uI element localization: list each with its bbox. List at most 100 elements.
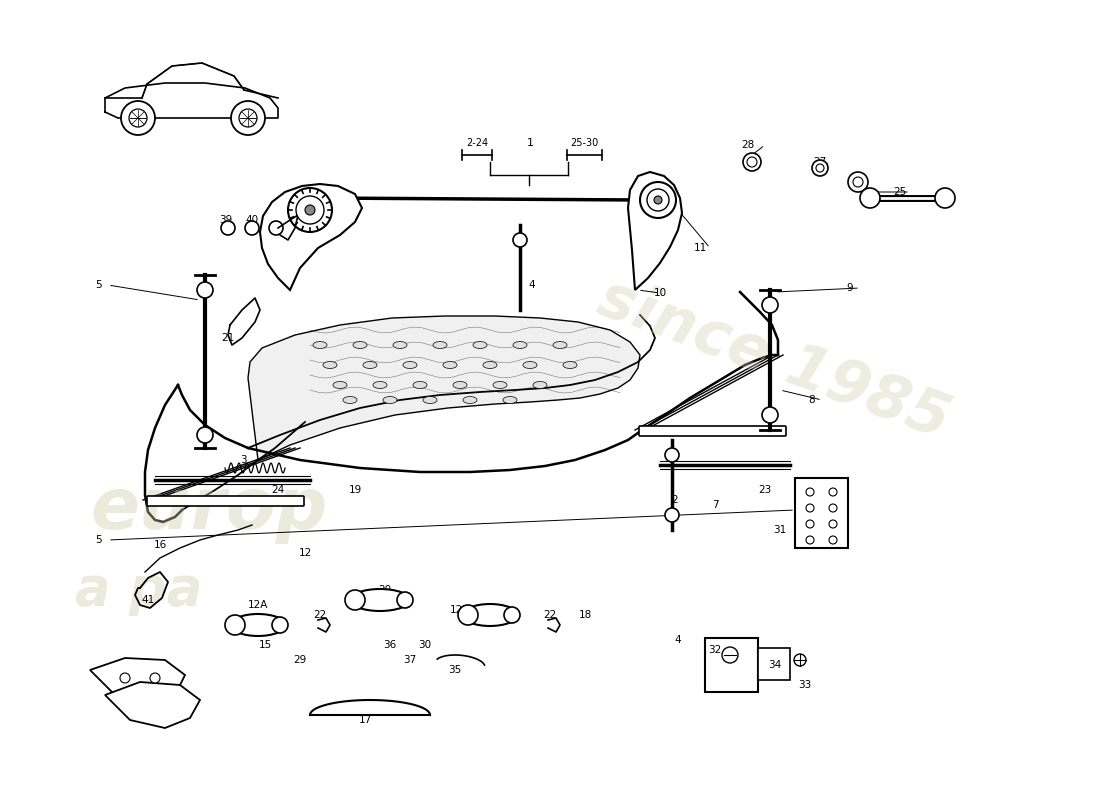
Circle shape [654,196,662,204]
Text: 35: 35 [449,665,462,675]
Ellipse shape [403,362,417,369]
Circle shape [197,282,213,298]
Ellipse shape [350,589,410,611]
Circle shape [272,617,288,633]
Circle shape [305,205,315,215]
Circle shape [120,673,130,683]
Text: 5: 5 [95,280,101,290]
Text: 20: 20 [378,585,392,595]
Circle shape [504,607,520,623]
Ellipse shape [231,614,286,636]
Ellipse shape [343,397,358,403]
Circle shape [762,407,778,423]
Text: 25-30: 25-30 [570,138,598,148]
Polygon shape [705,638,758,692]
Text: 36: 36 [384,640,397,650]
Text: 15: 15 [258,640,272,650]
Text: 11: 11 [693,243,706,253]
Text: 18: 18 [579,610,592,620]
Circle shape [640,182,676,218]
Text: 31: 31 [773,525,786,535]
Ellipse shape [412,382,427,389]
Ellipse shape [563,362,578,369]
Circle shape [852,177,864,187]
Circle shape [231,101,265,135]
Circle shape [197,427,213,443]
Ellipse shape [383,397,397,403]
Ellipse shape [553,342,566,349]
Text: 27: 27 [813,157,826,167]
Circle shape [345,590,365,610]
Ellipse shape [493,382,507,389]
Circle shape [816,164,824,172]
Circle shape [762,297,778,313]
Polygon shape [795,478,848,548]
Text: since 1985: since 1985 [590,269,958,451]
Text: 22: 22 [543,610,557,620]
Circle shape [296,196,324,224]
Text: 4: 4 [674,635,681,645]
Circle shape [806,520,814,528]
Circle shape [666,508,679,522]
Ellipse shape [483,362,497,369]
Circle shape [513,233,527,247]
Circle shape [829,536,837,544]
Text: 12: 12 [298,548,311,558]
Text: 1: 1 [527,138,534,148]
Circle shape [860,188,880,208]
Circle shape [742,153,761,171]
Ellipse shape [314,342,327,349]
Text: 32: 32 [708,645,722,655]
Text: 2-24: 2-24 [466,138,488,148]
Circle shape [829,520,837,528]
Text: 21: 21 [221,333,234,343]
Text: 4: 4 [529,280,536,290]
Polygon shape [90,658,185,705]
Text: 2: 2 [672,495,679,505]
Polygon shape [248,316,640,460]
Circle shape [806,488,814,496]
Circle shape [666,448,679,462]
Text: 10: 10 [653,288,667,298]
Circle shape [812,160,828,176]
Ellipse shape [534,382,547,389]
Circle shape [722,647,738,663]
Ellipse shape [503,397,517,403]
Ellipse shape [473,342,487,349]
Polygon shape [104,682,200,728]
Text: 28: 28 [741,140,755,150]
Ellipse shape [513,342,527,349]
Text: 24: 24 [272,485,285,495]
Text: 12B: 12B [450,605,470,615]
Ellipse shape [373,382,387,389]
Circle shape [270,221,283,235]
Text: 5: 5 [95,535,101,545]
Circle shape [806,504,814,512]
Text: a pa: a pa [75,564,202,616]
FancyBboxPatch shape [147,496,304,506]
Text: 39: 39 [219,215,232,225]
Circle shape [806,536,814,544]
Text: 12A: 12A [248,600,268,610]
Ellipse shape [323,362,337,369]
Circle shape [129,109,147,127]
Text: 17: 17 [359,715,372,725]
Circle shape [747,157,757,167]
Ellipse shape [353,342,367,349]
Text: 40: 40 [245,215,258,225]
Ellipse shape [424,397,437,403]
Circle shape [397,592,412,608]
Text: 34: 34 [769,660,782,670]
Text: 8: 8 [808,395,815,405]
Polygon shape [628,172,682,290]
Polygon shape [260,184,362,290]
Circle shape [935,188,955,208]
Circle shape [288,188,332,232]
Circle shape [221,221,235,235]
Text: 22: 22 [314,610,327,620]
Ellipse shape [522,362,537,369]
Text: 33: 33 [799,680,812,690]
Text: 19: 19 [349,485,362,495]
Text: europ: europ [90,475,328,545]
Circle shape [226,615,245,635]
